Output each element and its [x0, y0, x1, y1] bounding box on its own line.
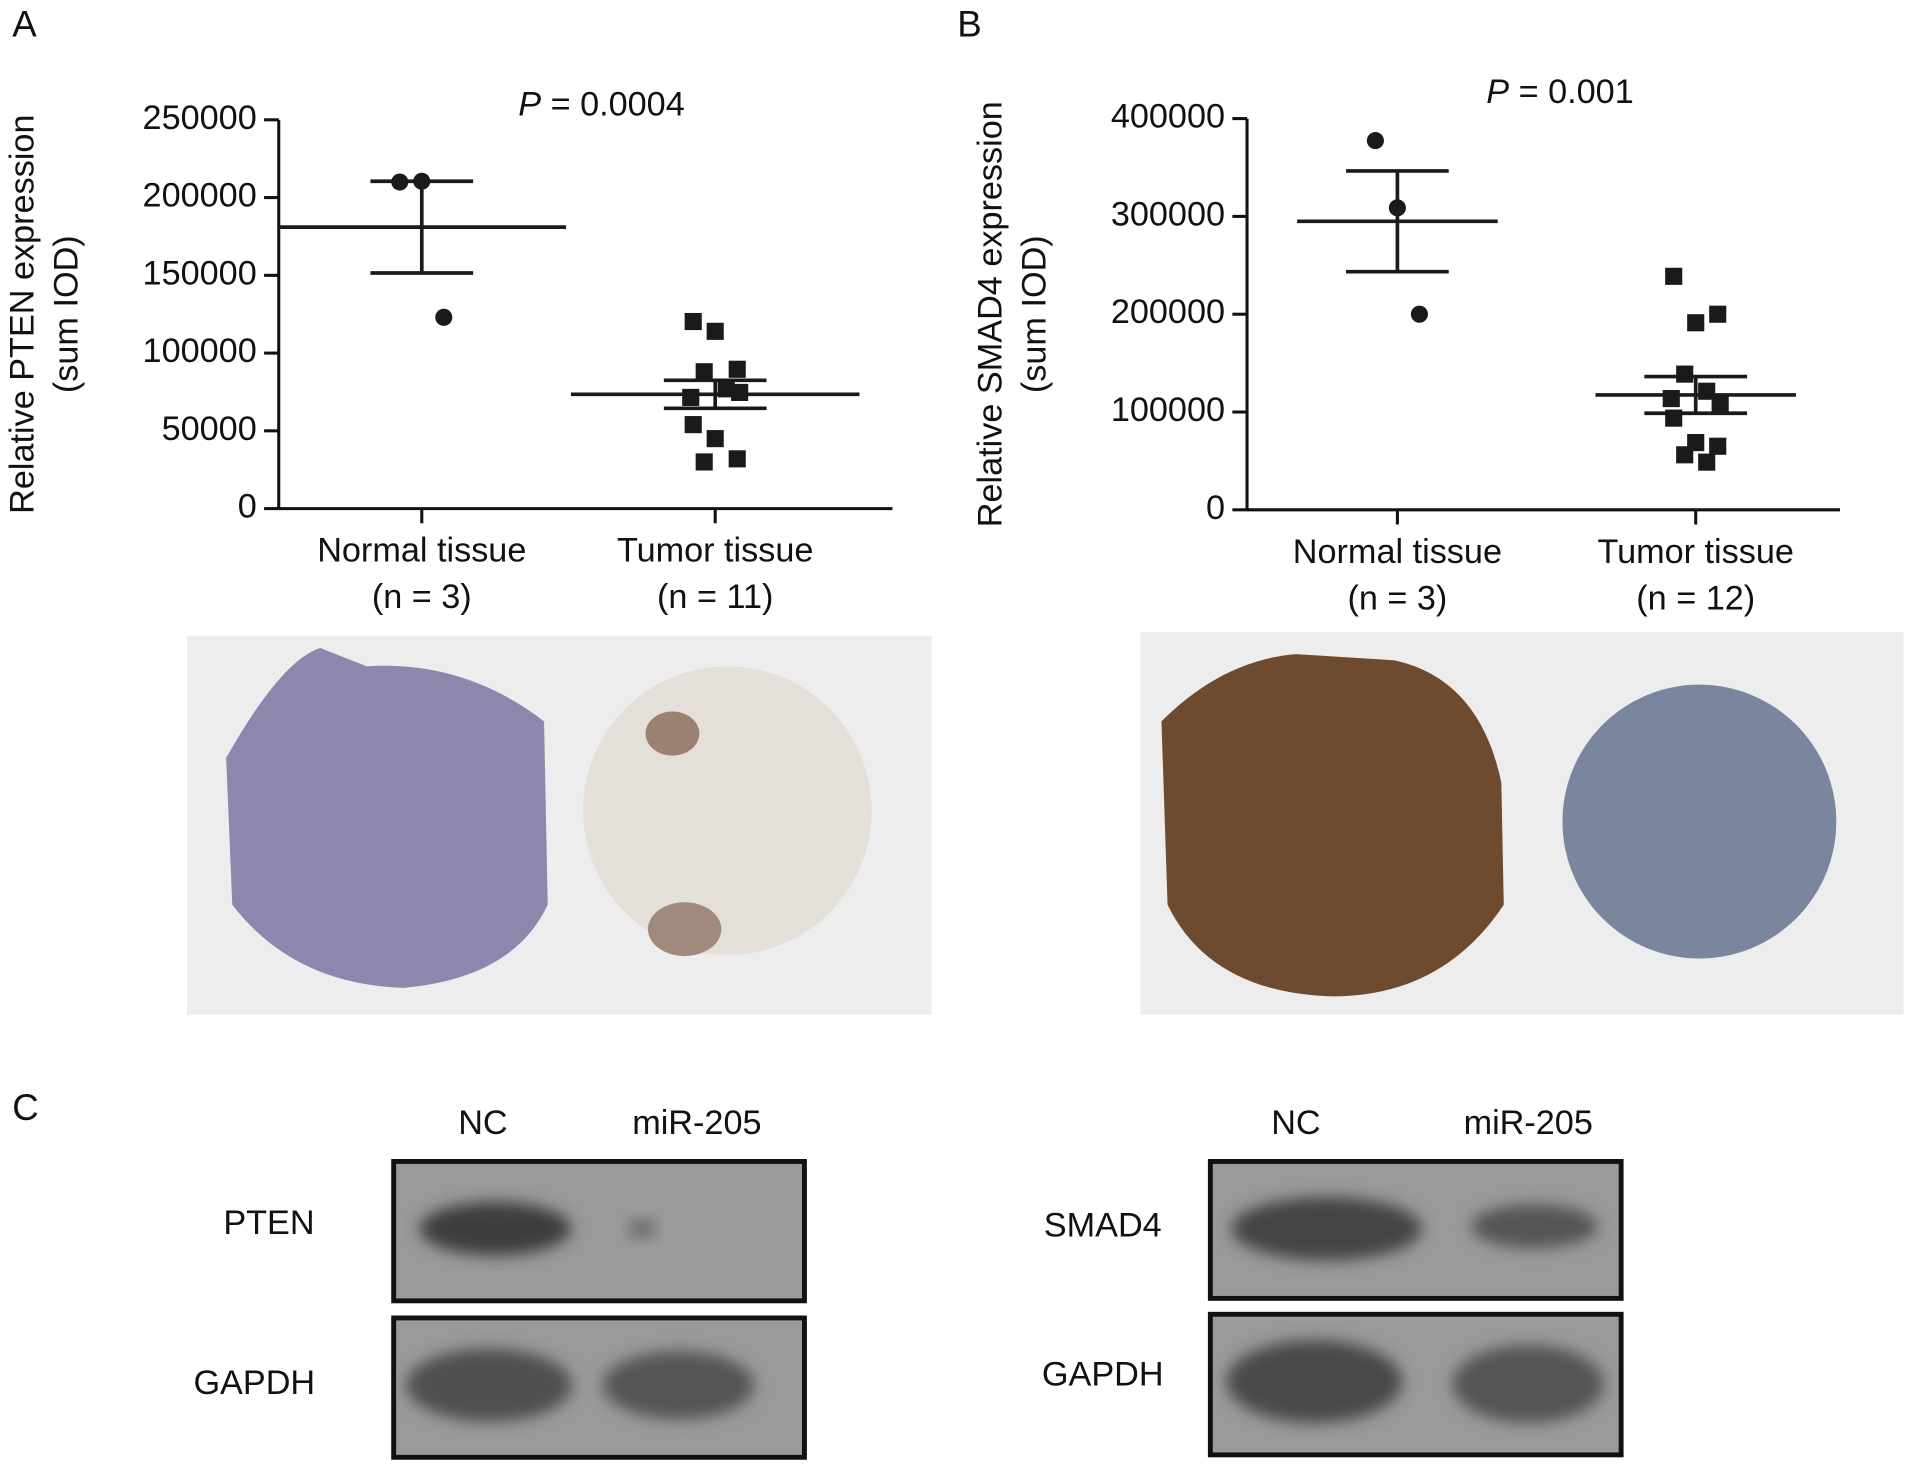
data-point: [695, 453, 713, 471]
data-point: [435, 308, 453, 326]
x-tick-sublabel: (n = 3): [372, 578, 472, 616]
data-point: [1665, 267, 1683, 285]
data-point: [1709, 437, 1727, 455]
data-point: [706, 430, 724, 448]
panel-label: C: [12, 1087, 38, 1128]
band: [1231, 1196, 1422, 1261]
y-tick-label: 250000: [143, 99, 257, 137]
data-point: [1410, 305, 1428, 323]
x-tick-sublabel: (n = 11): [657, 578, 773, 616]
band: [1226, 1339, 1403, 1424]
y-axis-label-line: Relative PTEN expression: [3, 115, 41, 514]
y-tick-label: 400000: [1111, 98, 1225, 136]
p-symbol: P: [1486, 73, 1509, 111]
data-point: [695, 363, 713, 381]
y-tick-label: 300000: [1111, 195, 1225, 233]
panel-label: B: [957, 4, 981, 45]
band: [419, 1201, 571, 1256]
y-tick-label: 100000: [143, 332, 257, 370]
row-label: GAPDH: [1042, 1356, 1164, 1394]
x-tick-label: Tumor tissue: [617, 532, 813, 570]
data-point: [684, 416, 702, 434]
tissue-stain: [647, 902, 722, 957]
y-tick-label: 200000: [143, 177, 257, 215]
band: [602, 1350, 755, 1420]
x-tick-label: Normal tissue: [317, 532, 526, 570]
band: [405, 1348, 573, 1422]
tissue-core: [226, 647, 548, 988]
data-point: [1662, 390, 1680, 408]
tissue-core: [583, 666, 872, 955]
row-label: GAPDH: [193, 1364, 315, 1402]
y-axis-label-line: Relative SMAD4 expression: [972, 101, 1010, 527]
p-value: P = 0.0004: [518, 85, 685, 123]
p-text: = 0.001: [1509, 73, 1634, 111]
lane-label: miR-205: [632, 1104, 761, 1142]
data-point: [684, 312, 702, 331]
data-point: [682, 388, 700, 406]
y-axis-label-line: (sum IOD): [1016, 235, 1054, 393]
band: [1452, 1344, 1605, 1424]
band: [627, 1220, 657, 1238]
y-tick-label: 100000: [1111, 391, 1225, 429]
data-point: [1366, 132, 1384, 150]
lane-label: miR-205: [1464, 1104, 1593, 1142]
x-tick-label: Normal tissue: [1293, 533, 1502, 571]
y-axis-label: Relative PTEN expression (sum IOD): [3, 115, 85, 514]
data-point: [1676, 365, 1694, 383]
y-tick-label: 150000: [143, 254, 257, 292]
y-axis-label: Relative SMAD4 expression (sum IOD): [972, 101, 1054, 527]
lane-label: NC: [458, 1104, 507, 1142]
row-label: PTEN: [223, 1204, 314, 1242]
x-tick-label: Tumor tissue: [1597, 533, 1793, 571]
tissue-stain: [645, 711, 700, 756]
data-point: [1687, 314, 1705, 332]
x-tick-sublabel: (n = 3): [1347, 579, 1447, 617]
row-label: SMAD4: [1044, 1207, 1162, 1245]
data-point: [1709, 305, 1727, 323]
x-tick-sublabel: (n = 12): [1636, 579, 1755, 617]
y-tick-label: 0: [238, 488, 257, 526]
y-tick-label: 200000: [1111, 293, 1225, 331]
y-tick-label: 50000: [162, 410, 257, 448]
band: [1470, 1204, 1598, 1249]
data-point: [1676, 446, 1694, 464]
p-symbol: P: [518, 85, 541, 123]
data-point: [731, 383, 749, 401]
data-point: [706, 322, 724, 340]
p-text: = 0.0004: [541, 85, 685, 123]
tissue-core: [1161, 654, 1504, 997]
panel-label: A: [12, 4, 37, 45]
y-tick-label: 0: [1206, 489, 1225, 527]
data-point: [728, 450, 746, 468]
tissue-core: [1562, 684, 1837, 959]
p-value: P = 0.001: [1486, 73, 1633, 111]
lane-label: NC: [1271, 1104, 1320, 1142]
data-point: [1698, 453, 1716, 471]
data-point: [1711, 394, 1729, 413]
y-axis-label-line: (sum IOD): [48, 235, 86, 393]
data-point: [728, 360, 746, 378]
